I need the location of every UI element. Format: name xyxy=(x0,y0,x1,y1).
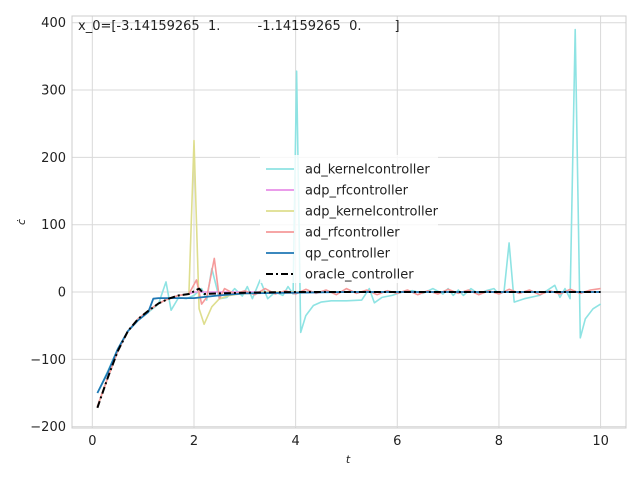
legend-entry-label: ad_rfcontroller xyxy=(305,226,400,241)
legend-entry-label: adp_rfcontroller xyxy=(305,184,409,199)
series-layer xyxy=(96,28,602,409)
y-tick-label: 300 xyxy=(41,84,66,99)
y-tick-label: −100 xyxy=(30,353,66,368)
y-axis-label: ċ xyxy=(15,219,28,225)
x-tick-label: 2 xyxy=(190,434,198,449)
x-tick-label: 8 xyxy=(495,434,503,449)
y-tick-label: 100 xyxy=(41,218,66,233)
y-tick-label: −200 xyxy=(30,420,66,435)
initial-state-annotation: x_0=[-3.14159265 1. -1.14159265 0. ] xyxy=(78,19,400,34)
series-line-ad-kernelcontroller xyxy=(96,28,602,394)
series-line-oracle-controller xyxy=(96,287,601,409)
legend-entry-label: ad_kernelcontroller xyxy=(305,163,430,178)
y-tick-label: 0 xyxy=(58,286,66,301)
legend-entry-label: qp_controller xyxy=(305,247,391,262)
y-tick-label: 400 xyxy=(41,16,66,31)
tick-labels: 0 2 4 6 8 10 −200 −100 0 100 200 300 400 xyxy=(30,16,609,449)
series-line-qp-controller xyxy=(96,291,601,394)
legend-entry-label: oracle_controller xyxy=(305,268,414,283)
x-tick-label: 0 xyxy=(88,434,96,449)
x-axis-label: t xyxy=(346,453,351,466)
x-tick-label: 10 xyxy=(592,434,609,449)
x-tick-label: 4 xyxy=(291,434,299,449)
y-tick-label: 200 xyxy=(41,151,66,166)
legend-entry-label: adp_kernelcontroller xyxy=(305,205,439,220)
legend: ad_kernelcontroller adp_rfcontroller adp_k… xyxy=(260,155,439,283)
x-tick-label: 6 xyxy=(393,434,401,449)
plot-area-frame xyxy=(71,15,627,429)
legend-background xyxy=(260,155,438,283)
